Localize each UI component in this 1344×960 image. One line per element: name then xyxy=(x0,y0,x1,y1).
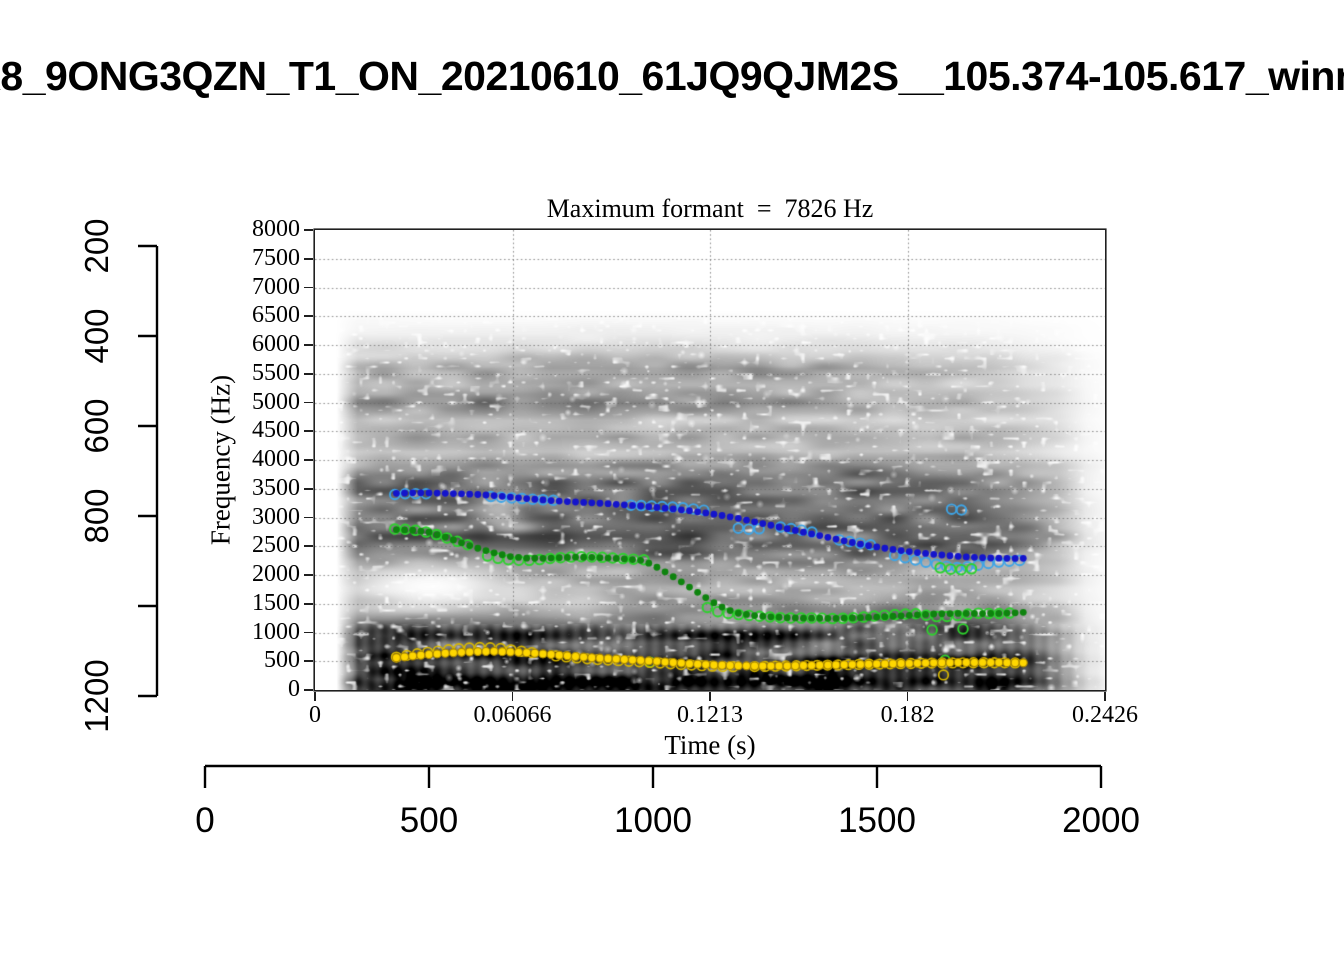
y-tick-label: 0 xyxy=(288,676,300,702)
y-tick-mark xyxy=(304,257,313,260)
x-tick-mark xyxy=(314,691,316,701)
y-tick-mark xyxy=(304,516,313,519)
outer-left-axis-label: 400 xyxy=(78,308,115,364)
y-tick-label: 7000 xyxy=(252,273,300,300)
y-tick-mark xyxy=(304,574,313,576)
y-tick-label: 5000 xyxy=(252,388,300,415)
outer-left-axis-label: 600 xyxy=(78,398,115,454)
outer-bottom-axis-label: 0 xyxy=(195,801,215,840)
y-tick-label: 4000 xyxy=(252,446,300,472)
y-tick-mark xyxy=(304,459,313,461)
x-tick-mark xyxy=(1104,691,1106,701)
y-tick-label: 3500 xyxy=(252,474,300,501)
y-tick-label: 8000 xyxy=(252,216,300,242)
y-tick-mark xyxy=(304,401,313,404)
page-title: XX8_9ONG3QZN_T1_ON_20210610_61JQ9QJM2S__… xyxy=(0,53,1344,99)
outer-left-axis-label: 800 xyxy=(78,488,115,544)
outer-left-axis-label: 200 xyxy=(78,218,115,274)
y-tick-mark xyxy=(304,545,313,548)
x-axis-title: Time (s) xyxy=(664,730,756,760)
y-tick-label: 1500 xyxy=(252,589,300,616)
y-tick-label: 6500 xyxy=(252,302,300,329)
x-tick-mark xyxy=(709,691,711,701)
x-tick-label: 0.182 xyxy=(880,702,935,728)
y-tick-mark xyxy=(304,689,313,691)
y-tick-label: 1000 xyxy=(252,618,300,645)
y-tick-mark xyxy=(304,315,313,318)
y-tick-mark xyxy=(304,602,313,605)
y-tick-label: 7500 xyxy=(252,244,300,271)
y-tick-label: 6000 xyxy=(252,331,300,357)
x-tick-mark xyxy=(906,691,909,701)
spectrogram-canvas xyxy=(315,230,1105,690)
y-tick-mark xyxy=(304,631,313,634)
outer-bottom-axis-label: 2000 xyxy=(1062,801,1140,840)
y-tick-mark xyxy=(304,286,313,289)
y-tick-label: 500 xyxy=(264,647,300,674)
x-tick-label: 0.2426 xyxy=(1072,702,1138,728)
y-tick-label: 2000 xyxy=(252,561,300,587)
x-tick-label: 0.1213 xyxy=(677,702,743,728)
outer-bottom-axis-label: 1000 xyxy=(614,801,692,840)
y-tick-mark xyxy=(304,344,313,346)
x-tick-label: 0.06066 xyxy=(473,702,552,728)
y-tick-label: 2500 xyxy=(252,532,300,559)
y-tick-mark xyxy=(304,660,313,663)
outer-bottom-axis-label: 1500 xyxy=(838,801,916,840)
y-tick-mark xyxy=(304,487,313,490)
y-tick-label: 5500 xyxy=(252,359,300,386)
y-tick-mark xyxy=(304,372,313,375)
outer-left-axis-label: 1200 xyxy=(78,659,115,733)
y-tick-mark xyxy=(304,229,313,231)
outer-bottom-axis-label: 500 xyxy=(399,801,459,840)
y-tick-label: 4500 xyxy=(252,417,300,444)
x-tick-mark xyxy=(511,691,514,701)
y-tick-label: 3000 xyxy=(252,503,300,530)
y-tick-mark xyxy=(304,430,313,433)
x-tick-label: 0 xyxy=(309,702,321,728)
plot-title: Maximum formant = 7826 Hz xyxy=(546,194,874,223)
